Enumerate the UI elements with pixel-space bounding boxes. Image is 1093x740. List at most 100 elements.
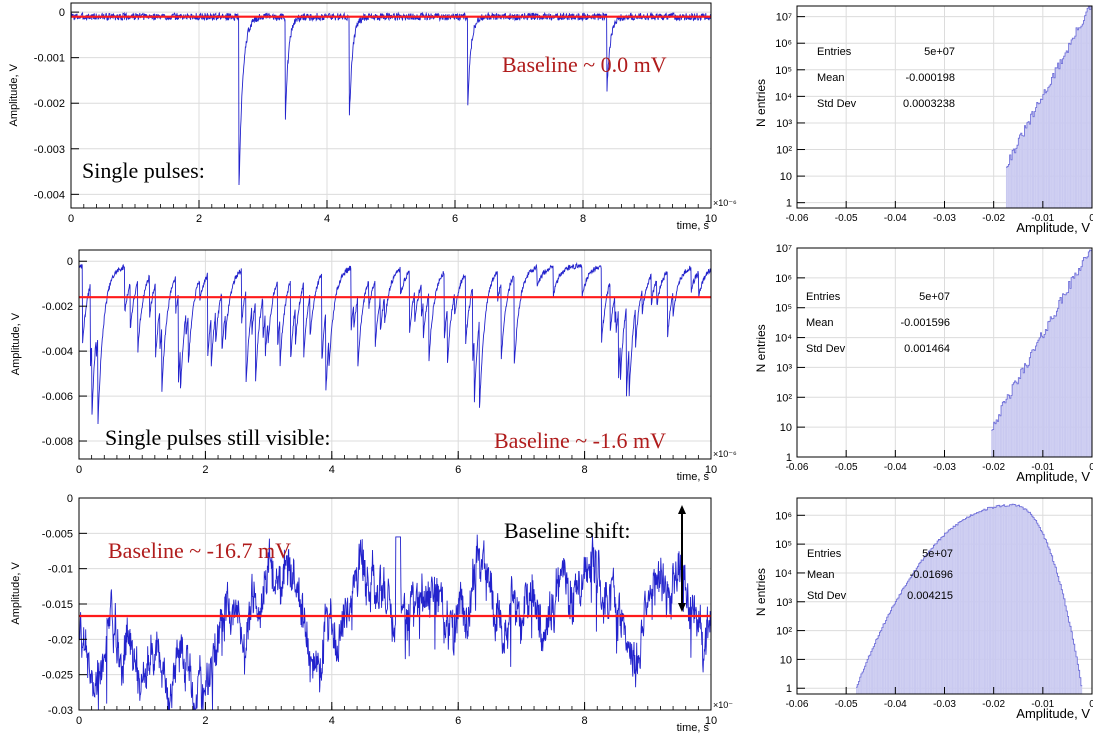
histogram-3-bin-76 xyxy=(890,610,892,694)
histogram-3-bin-166 xyxy=(1001,505,1003,694)
histogram-3-bin-173 xyxy=(1009,504,1011,694)
histogram-2-stat-value-2: 0.001464 xyxy=(904,343,950,355)
histogram-3-bin-63 xyxy=(874,643,876,694)
histogram-1-bin-211 xyxy=(1056,67,1058,208)
histogram-2-bin-234 xyxy=(1084,257,1086,457)
histogram-2-bin-221 xyxy=(1068,281,1070,457)
histogram-3-bin-81 xyxy=(896,599,898,694)
histogram-3-bin-163 xyxy=(997,505,999,694)
waveform-3-ytick-label-5: -0.025 xyxy=(42,670,73,682)
histogram-3-bin-122 xyxy=(946,532,949,694)
histogram-1-bin-205 xyxy=(1048,85,1051,208)
waveform-2-ytick-label-3: -0.006 xyxy=(42,391,73,403)
histogram-3-bin-77 xyxy=(891,607,893,694)
histogram-1-bin-197 xyxy=(1039,103,1041,208)
histogram-1-bin-193 xyxy=(1034,111,1036,208)
histogram-2-xtick-label-5: -0.01 xyxy=(1031,462,1054,473)
waveform-2-trace xyxy=(78,261,712,425)
histogram-3-bin-99 xyxy=(918,563,920,694)
histogram-2-bin-217 xyxy=(1063,294,1065,457)
waveform-1-annotation-right: Baseline ~ 0.0 mV xyxy=(502,52,667,77)
histogram-3-bin-199 xyxy=(1041,531,1043,694)
histogram-panel-2: -0.06 -0.05 -0.04 -0.03 -0.02 -0.01 0 1 10 10² 10³… xyxy=(754,243,1093,484)
histogram-1-bin-173 xyxy=(1009,154,1011,208)
histogram-2-bin-179 xyxy=(1017,383,1019,457)
waveform-3-xtick-label-3: 6 xyxy=(455,715,461,727)
histogram-2-bin-191 xyxy=(1031,350,1033,457)
histogram-2-bin-173 xyxy=(1009,398,1011,457)
histogram-1-bin-186 xyxy=(1025,128,1027,208)
waveform-2-x-exponent: ×10⁻⁶ xyxy=(713,449,737,459)
histogram-3-bin-121 xyxy=(945,533,947,694)
histogram-1-bin-226 xyxy=(1074,36,1077,208)
histogram-2-stat-key-2: Std Dev xyxy=(806,343,846,355)
waveform-1-ytick-label-0: 0 xyxy=(59,7,65,19)
histogram-3-bin-68 xyxy=(880,630,882,694)
histogram-3-bin-202 xyxy=(1045,539,1047,694)
waveform-3-xtick-label-5: 10 xyxy=(705,715,717,727)
histogram-2-bin-211 xyxy=(1056,311,1058,457)
histogram-2-bin-232 xyxy=(1082,260,1084,457)
histogram-3-bin-190 xyxy=(1030,514,1032,694)
histogram-3-xtick-label-5: -0.01 xyxy=(1031,699,1054,710)
histogram-3-bin-110 xyxy=(932,547,934,694)
histogram-2-bin-224 xyxy=(1072,276,1074,457)
histogram-1-ytick-label-7: 10⁷ xyxy=(776,12,792,24)
waveform-panel-1: 0 2 4 6 8 10 0 -0.001 -0.002 -0.003 -0.004 Amplitu… xyxy=(8,2,737,232)
histogram-1-xtick-label-4: -0.02 xyxy=(982,213,1005,224)
histogram-3-bin-54 xyxy=(863,669,865,694)
histogram-2-bin-188 xyxy=(1028,365,1030,457)
histogram-1-bin-174 xyxy=(1010,159,1013,208)
histogram-2-bin-165 xyxy=(999,415,1002,457)
histogram-1-bin-194 xyxy=(1035,107,1037,208)
histogram-3-bin-79 xyxy=(894,604,896,694)
histogram-2-bin-180 xyxy=(1018,377,1020,457)
histogram-3-bin-140 xyxy=(969,516,971,694)
histogram-3-bin-151 xyxy=(982,510,984,694)
histogram-1-bin-201 xyxy=(1044,89,1046,208)
histogram-3-bin-229 xyxy=(1078,670,1080,694)
histogram-1-stats-box: Entries 5e+07 Mean -0.000198 Std Dev 0.000323… xyxy=(817,46,955,110)
histogram-3-bin-182 xyxy=(1020,506,1022,694)
histogram-3-bin-150 xyxy=(981,510,983,694)
histogram-1-bin-210 xyxy=(1055,67,1057,209)
waveform-1-xtick-label-5: 10 xyxy=(705,213,717,225)
histogram-3-axes: -0.06 -0.05 -0.04 -0.03 -0.02 -0.01 0 1 10 10² 10³… xyxy=(775,497,1093,710)
histogram-2-bin-216 xyxy=(1062,293,1064,457)
histogram-3-bin-147 xyxy=(977,512,979,694)
histogram-1-bin-223 xyxy=(1071,39,1073,208)
histogram-3-bin-185 xyxy=(1024,508,1026,694)
histogram-1-bin-235 xyxy=(1085,11,1088,208)
histogram-3-bin-73 xyxy=(886,617,888,694)
histogram-3-bin-214 xyxy=(1060,584,1062,694)
histogram-1-bin-172 xyxy=(1008,164,1010,208)
histogram-1-bin-215 xyxy=(1061,63,1063,208)
histogram-3-bin-120 xyxy=(944,533,946,694)
histogram-3-bin-203 xyxy=(1046,542,1048,694)
histogram-1-bin-170 xyxy=(1005,167,1008,208)
histogram-3-bin-89 xyxy=(906,583,908,694)
histogram-3-bin-107 xyxy=(928,551,930,694)
histogram-2-xtick-label-4: -0.02 xyxy=(982,462,1005,473)
histogram-3-bin-172 xyxy=(1008,506,1010,694)
histogram-3-ytick-label-5: 10⁵ xyxy=(775,539,792,551)
histogram-3-bin-156 xyxy=(988,507,990,694)
histogram-1-bin-188 xyxy=(1028,121,1030,208)
histogram-2-bin-186 xyxy=(1025,365,1027,457)
histogram-1-bin-206 xyxy=(1050,84,1052,208)
histogram-1-bin-183 xyxy=(1021,135,1024,208)
waveform-1-ytick-label-1: -0.001 xyxy=(34,53,65,65)
histogram-3-bin-97 xyxy=(916,568,918,694)
histogram-2-bin-197 xyxy=(1039,337,1041,457)
histogram-3-bin-161 xyxy=(994,507,997,694)
waveform-3-x-exponent: ×10⁻ xyxy=(713,700,733,710)
histogram-1-bin-180 xyxy=(1018,138,1020,208)
histogram-2-bin-161 xyxy=(994,423,997,457)
waveform-1-xtick-label-2: 4 xyxy=(324,213,330,225)
histogram-2-bin-190 xyxy=(1030,352,1032,457)
histogram-3-bin-129 xyxy=(955,524,957,694)
histogram-3-bin-162 xyxy=(996,505,998,694)
histogram-3-bins xyxy=(856,503,1083,694)
histogram-3-bin-80 xyxy=(895,601,897,694)
histogram-3-stat-value-2: 0.004215 xyxy=(907,590,953,602)
